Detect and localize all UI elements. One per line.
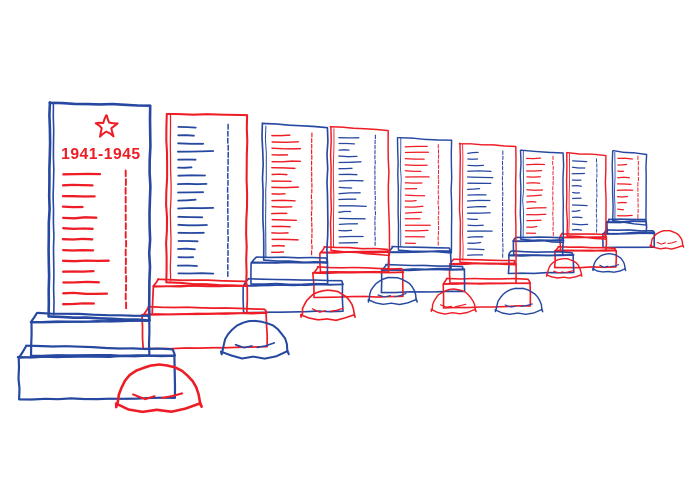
svg-text:1941-1945: 1941-1945 [61,146,141,163]
